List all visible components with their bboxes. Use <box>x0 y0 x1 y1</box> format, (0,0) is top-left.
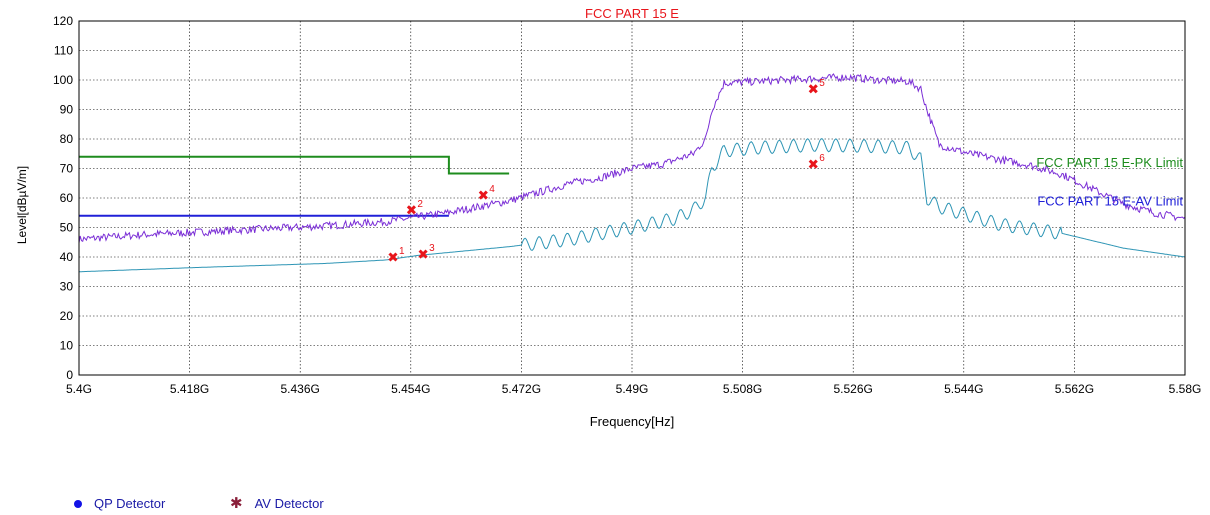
x-tick-label-1: 5.418G <box>170 382 209 396</box>
limit-line-0 <box>79 155 510 175</box>
limit-label-1: FCC PART 15 E-AV Limit <box>1037 193 1183 208</box>
x-tick-label-4: 5.472G <box>502 382 541 396</box>
marker-6: 6 <box>808 153 825 169</box>
x-tick-label-8: 5.544G <box>944 382 983 396</box>
y-tick-label-12: 120 <box>53 14 73 28</box>
y-tick-label-0: 0 <box>66 368 73 382</box>
chart-title: FCC PART 15 E <box>585 6 679 21</box>
marker-5: 5 <box>808 78 825 94</box>
marker-4: 4 <box>478 184 495 200</box>
marker-points: 1 2 3 4 5 6 <box>388 78 825 262</box>
marker-cross-b-6 <box>808 159 818 169</box>
marker-cross-b-5 <box>808 84 818 94</box>
series-line-0 <box>78 73 1186 244</box>
y-tick-label-4: 40 <box>60 250 74 264</box>
y-tick-label-1: 10 <box>60 339 74 353</box>
plot-frame <box>78 20 1186 376</box>
marker-3: 3 <box>418 243 435 259</box>
av-star-icon: ✱ <box>230 495 243 512</box>
marker-label-6: 6 <box>819 153 825 164</box>
marker-cross-b-2 <box>406 205 416 215</box>
limit-label-0: FCC PART 15 E-PK Limit <box>1036 155 1183 170</box>
y-tick-label-5: 50 <box>60 221 74 235</box>
legend-qp-label: QP Detector <box>94 496 166 511</box>
y-tick-label-11: 110 <box>54 44 73 58</box>
x-tick-label-6: 5.508G <box>723 382 762 396</box>
grid-lines <box>78 20 1186 376</box>
marker-label-5: 5 <box>819 78 825 89</box>
x-tick-label-10: 5.58G <box>1169 382 1202 396</box>
y-tick-label-10: 100 <box>53 73 73 87</box>
x-tick-labels: 5.4G 5.418G 5.436G 5.454G 5.472G 5.49G 5.508G 5… <box>66 382 1201 396</box>
emission-chart: FCC PART 15 E 1 2 3 4 5 6 0 10 20 30 40 50 60 70 80 90… <box>15 6 1201 429</box>
y-tick-label-2: 20 <box>60 309 74 323</box>
marker-cross-b-4 <box>478 190 488 200</box>
x-tick-label-5: 5.49G <box>616 382 649 396</box>
limit-labels: FCC PART 15 E-PK Limit FCC PART 15 E-AV L… <box>1036 155 1183 208</box>
legend-item-qp: QP Detector <box>74 496 165 511</box>
x-tick-label-9: 5.562G <box>1055 382 1094 396</box>
qp-dot-icon <box>74 499 82 508</box>
y-axis-label: Level[dBµV/m] <box>15 166 29 244</box>
y-tick-label-8: 80 <box>60 132 74 146</box>
marker-label-4: 4 <box>489 184 495 195</box>
marker-cross-b-3 <box>418 249 428 259</box>
y-tick-label-9: 90 <box>60 103 74 117</box>
marker-2: 2 <box>406 199 423 215</box>
y-tick-label-6: 60 <box>60 191 74 205</box>
y-tick-label-3: 30 <box>60 280 74 294</box>
y-tick-label-7: 70 <box>60 162 74 176</box>
limit-lines <box>79 155 510 217</box>
marker-label-1: 1 <box>399 246 405 257</box>
legend-av-label: AV Detector <box>254 496 324 511</box>
y-tick-labels: 0 10 20 30 40 50 60 70 80 90 100 110 120 <box>53 14 73 382</box>
trace-lines <box>78 73 1186 273</box>
marker-1: 1 <box>388 246 405 262</box>
x-tick-label-7: 5.526G <box>834 382 873 396</box>
x-axis-label: Frequency[Hz] <box>590 414 675 429</box>
legend-item-av: ✱ AV Detector <box>230 496 324 511</box>
marker-label-3: 3 <box>429 243 435 254</box>
x-tick-label-3: 5.454G <box>391 382 430 396</box>
x-tick-label-0: 5.4G <box>66 382 92 396</box>
marker-cross-b-1 <box>388 252 398 262</box>
series-line-1 <box>78 138 1186 273</box>
x-tick-label-2: 5.436G <box>281 382 320 396</box>
marker-label-2: 2 <box>417 199 423 210</box>
